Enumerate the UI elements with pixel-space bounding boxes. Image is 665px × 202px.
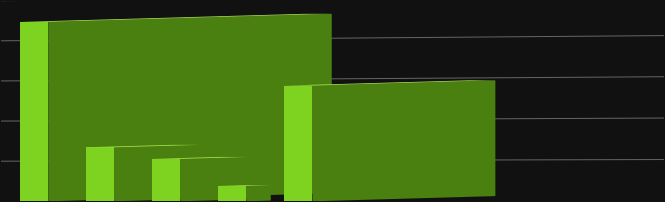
Polygon shape	[218, 186, 246, 201]
Polygon shape	[114, 145, 200, 201]
Polygon shape	[218, 185, 271, 186]
Polygon shape	[152, 159, 180, 201]
Polygon shape	[285, 80, 495, 86]
Polygon shape	[285, 86, 313, 201]
Polygon shape	[152, 157, 247, 159]
Polygon shape	[246, 185, 271, 201]
Polygon shape	[20, 22, 48, 201]
Polygon shape	[86, 147, 114, 201]
Polygon shape	[48, 14, 332, 201]
Polygon shape	[313, 80, 495, 201]
Polygon shape	[86, 145, 200, 147]
Polygon shape	[20, 14, 332, 22]
Polygon shape	[180, 157, 247, 201]
